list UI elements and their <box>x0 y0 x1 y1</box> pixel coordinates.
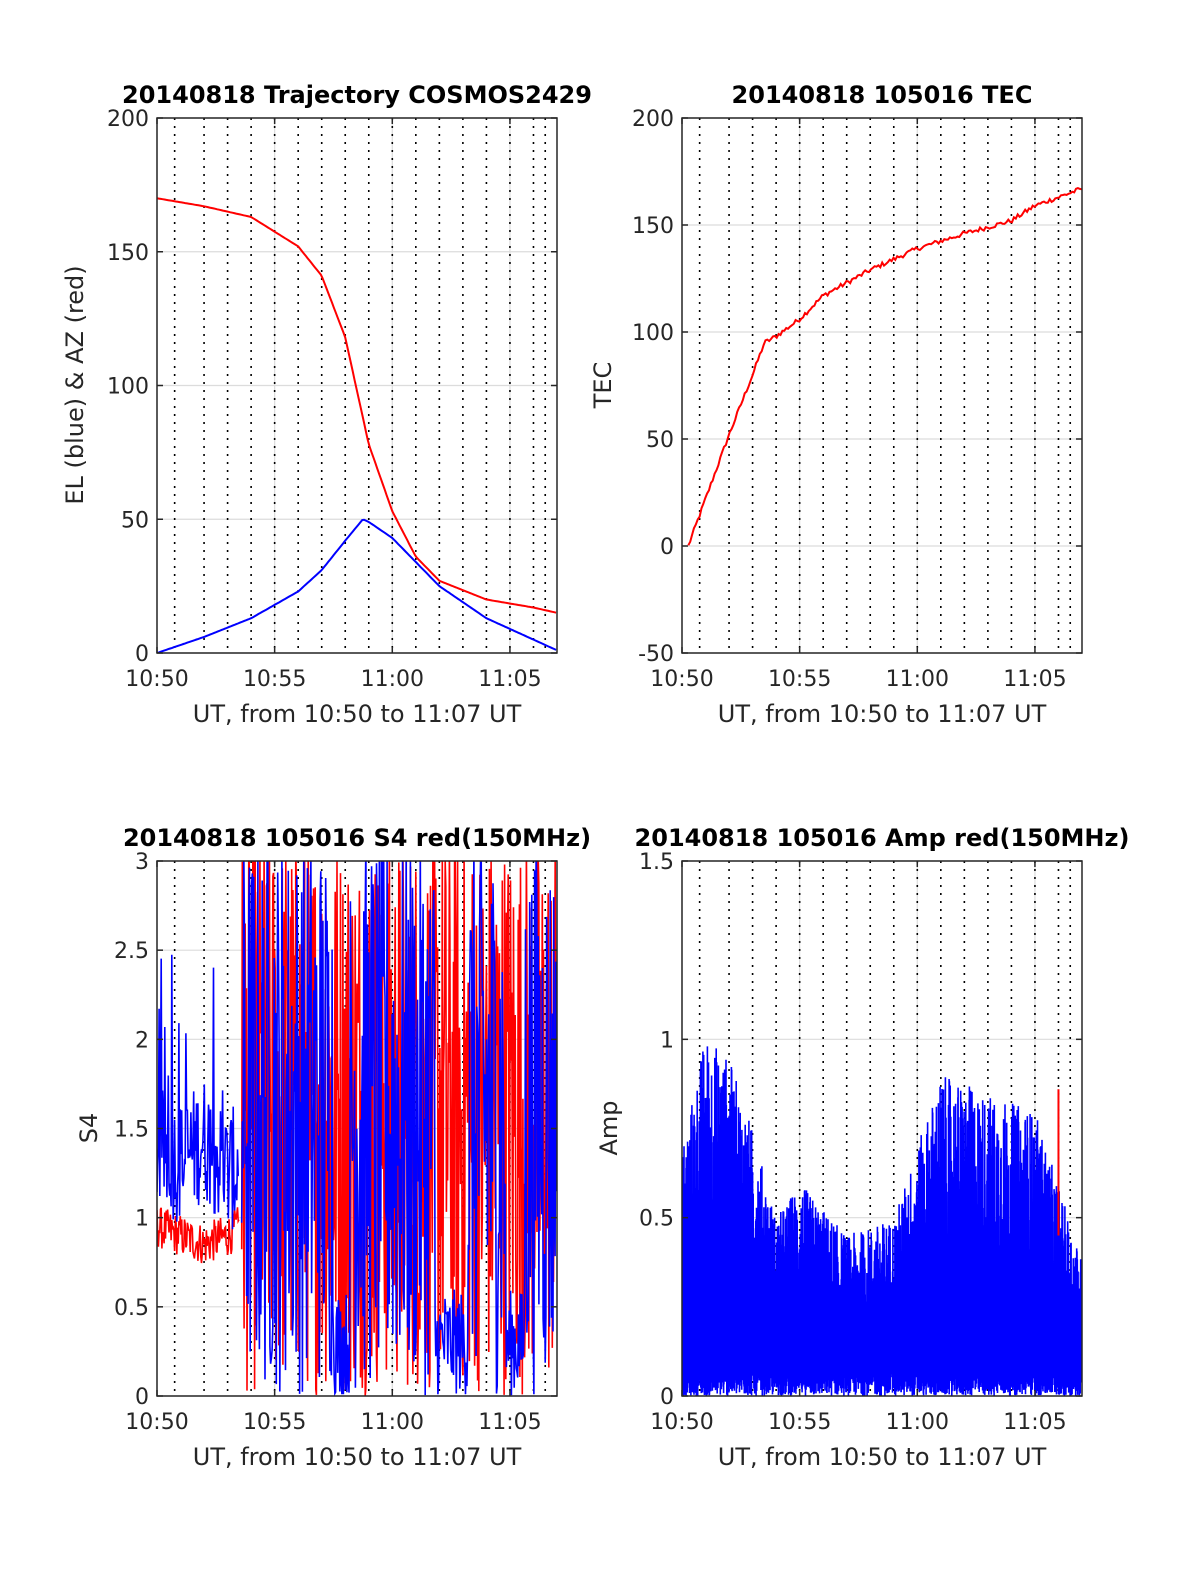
x-axis-label: UT, from 10:50 to 11:07 UT <box>193 700 522 728</box>
series-line-red <box>687 187 1082 546</box>
y-tick-label: 0 <box>135 1385 149 1410</box>
y-tick-label: 50 <box>121 508 149 533</box>
x-axis-label: UT, from 10:50 to 11:07 UT <box>193 1443 522 1471</box>
y-tick-label: 100 <box>632 321 674 346</box>
x-tick-label: 11:00 <box>886 1410 949 1435</box>
series-line-red <box>157 197 557 614</box>
x-tick-label: 10:50 <box>650 667 713 692</box>
y-tick-label: 2.5 <box>114 939 149 964</box>
y-tick-label: 200 <box>632 107 674 132</box>
panel-s4: 20140818 105016 S4 red(150MHz) 0 0.5 1 1.5 2… <box>75 824 591 1471</box>
series-group <box>682 1046 1082 1396</box>
axes-box <box>681 117 1083 654</box>
series-line-blue <box>157 518 557 653</box>
y-tick-label: 1 <box>660 1028 674 1053</box>
x-tick-label: 10:55 <box>243 667 306 692</box>
y-axis-label: S4 <box>75 1113 103 1144</box>
y-tick-label: 0 <box>135 642 149 667</box>
y-tick-label: 1 <box>135 1207 149 1232</box>
panel-title: 20140818 105016 Amp red(150MHz) <box>635 824 1130 852</box>
x-tick-label: 11:05 <box>478 1410 541 1435</box>
x-tick-label: 10:50 <box>125 667 188 692</box>
x-axis-label: UT, from 10:50 to 11:07 UT <box>718 1443 1047 1471</box>
x-tick-label: 10:50 <box>125 1410 188 1435</box>
panel-title: 20140818 105016 TEC <box>732 81 1033 109</box>
x-axis-label: UT, from 10:50 to 11:07 UT <box>718 700 1047 728</box>
y-tick-label: -50 <box>638 642 674 667</box>
series-group <box>157 861 557 1396</box>
series-line-blue <box>157 954 240 1230</box>
series-line-blue <box>682 1046 1082 1396</box>
x-tick-label: 11:00 <box>361 1410 424 1435</box>
y-axis-label: TEC <box>589 362 617 410</box>
y-axis-label: EL (blue) & AZ (red) <box>61 265 89 504</box>
x-tick-label: 10:50 <box>650 1410 713 1435</box>
series-group <box>157 197 557 653</box>
y-tick-label: 150 <box>107 241 149 266</box>
y-axis-label: Amp <box>595 1100 623 1155</box>
y-tick-label: 0 <box>660 535 674 560</box>
axes-box <box>681 860 1083 1397</box>
y-tick-label: 0.5 <box>114 1296 149 1321</box>
y-tick-label: 3 <box>135 850 149 875</box>
x-tick-label: 11:05 <box>1003 1410 1066 1435</box>
x-tick-label: 11:05 <box>478 667 541 692</box>
panel-title: 20140818 105016 S4 red(150MHz) <box>123 824 591 852</box>
y-tick-label: 1.5 <box>639 850 674 875</box>
x-tick-label: 11:00 <box>886 667 949 692</box>
y-tick-label: 2 <box>135 1028 149 1053</box>
y-tick-label: 100 <box>107 375 149 400</box>
x-tick-label: 11:05 <box>1003 667 1066 692</box>
x-tick-label: 11:00 <box>361 667 424 692</box>
series-line-red <box>157 1207 240 1264</box>
panel-title: 20140818 Trajectory COSMOS2429 <box>122 81 592 109</box>
series-line-blue-dense <box>240 861 557 1396</box>
x-tick-label: 10:55 <box>768 667 831 692</box>
panel-tec: 20140818 105016 TEC -50 0 50 100 150 200 10:50… <box>589 81 1083 728</box>
y-tick-label: 150 <box>632 214 674 239</box>
x-tick-label: 10:55 <box>243 1410 306 1435</box>
y-tick-label: 1.5 <box>114 1118 149 1143</box>
y-tick-label: 0 <box>660 1385 674 1410</box>
x-tick-label: 10:55 <box>768 1410 831 1435</box>
y-tick-label: 50 <box>646 428 674 453</box>
series-group <box>687 187 1082 546</box>
panel-trajectory: 20140818 Trajectory COSMOS2429 0 50 100 150… <box>61 81 592 728</box>
y-tick-label: 200 <box>107 107 149 132</box>
panel-amp: 20140818 105016 Amp red(150MHz) 0 0.5 1 1.5… <box>595 824 1129 1471</box>
y-tick-label: 0.5 <box>639 1207 674 1232</box>
